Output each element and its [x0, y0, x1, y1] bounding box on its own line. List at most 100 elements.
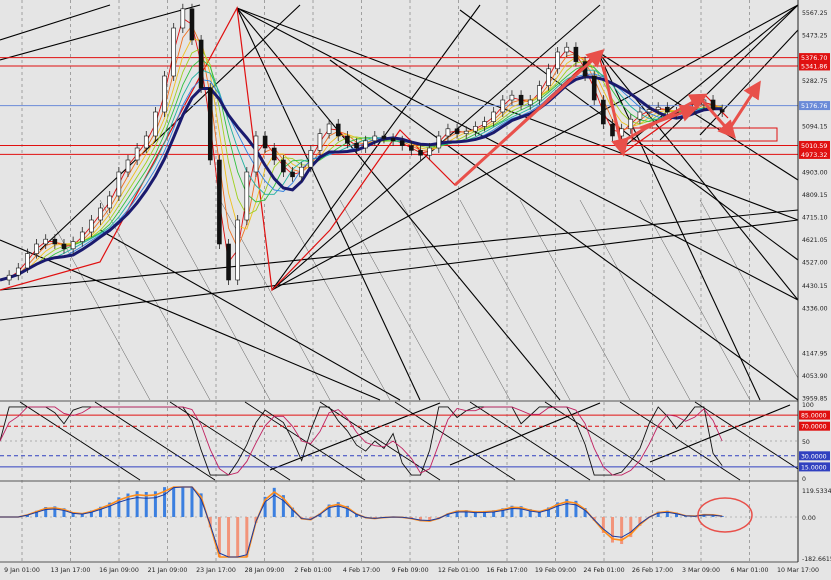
candle-body — [428, 148, 432, 155]
candle-body — [510, 95, 514, 100]
candle-body — [501, 100, 505, 112]
candle-body — [711, 100, 715, 110]
stoch-tick-label: 0 — [802, 476, 806, 483]
candle-body — [172, 28, 176, 76]
candle-body — [327, 124, 331, 134]
candle-body — [117, 172, 121, 196]
candle-body — [483, 122, 487, 127]
candle-body — [519, 95, 523, 105]
candle-body — [610, 124, 614, 136]
candle-body — [190, 9, 194, 40]
candle-body — [144, 136, 148, 148]
price-label: 5010.59 — [801, 142, 827, 150]
candle-body — [53, 239, 57, 244]
candle-body — [99, 208, 103, 220]
candle-body — [528, 100, 532, 105]
price-label: 5341.86 — [801, 62, 827, 70]
candle-body — [409, 146, 413, 151]
candle-body — [638, 112, 642, 119]
candle-body — [80, 232, 84, 242]
candle-body — [163, 76, 167, 112]
x-tick-label: 12 Feb 01:00 — [438, 567, 479, 574]
candle-body — [336, 124, 340, 136]
candle-body — [44, 239, 48, 244]
candle-body — [364, 141, 368, 148]
candle-body — [537, 86, 541, 100]
price-axis: 5567.255473.255282.755094.154903.004809.… — [798, 0, 831, 576]
x-tick-label: 6 Mar 01:00 — [730, 567, 768, 574]
candle-body — [126, 160, 130, 172]
x-tick-label: 16 Jan 09:00 — [99, 567, 139, 574]
price-label: 4973.32 — [801, 151, 827, 159]
candle-body — [382, 136, 386, 138]
macd-bar — [236, 517, 239, 557]
macd-bar — [181, 487, 184, 517]
x-tick-label: 21 Jan 09:00 — [148, 567, 188, 574]
macd-bar — [172, 487, 175, 517]
macd-bar — [190, 487, 193, 517]
stoch-level-label: 70.0000 — [801, 424, 827, 431]
y-tick-label: 5094.15 — [802, 123, 828, 130]
candle-body — [181, 9, 185, 28]
y-tick-label: 4430.15 — [802, 283, 828, 290]
y-tick-label: 5473.25 — [802, 32, 828, 39]
macd-tick-label: -182.6615 — [802, 556, 831, 563]
candle-body — [345, 136, 349, 143]
candle-body — [281, 160, 285, 172]
candle-body — [437, 136, 441, 148]
candle-body — [556, 52, 560, 69]
candle-body — [25, 254, 29, 268]
candle-body — [656, 107, 660, 109]
stoch-level-label: 15.0000 — [801, 464, 827, 471]
y-tick-label: 5567.25 — [802, 10, 828, 17]
x-tick-label: 28 Jan 09:00 — [245, 567, 285, 574]
candle-body — [89, 220, 93, 232]
candle-body — [373, 136, 377, 141]
candle-body — [391, 138, 395, 140]
price-label: 5176.76 — [801, 102, 827, 110]
candle-body — [217, 160, 221, 244]
candle-body — [254, 136, 258, 172]
y-tick-label: 4527.00 — [802, 260, 828, 267]
candle-body — [546, 69, 550, 86]
candle-body — [565, 47, 569, 52]
candle-body — [135, 148, 139, 160]
candle-body — [455, 129, 459, 134]
candle-body — [7, 275, 11, 280]
candle-body — [355, 143, 359, 148]
stoch-level-label: 85.0000 — [801, 413, 827, 420]
candle-body — [272, 148, 276, 160]
x-tick-label: 24 Feb 01:00 — [583, 567, 624, 574]
candle-body — [693, 105, 697, 110]
candle-body — [62, 244, 66, 249]
candle-body — [108, 196, 112, 208]
candle-body — [199, 40, 203, 88]
candle-body — [629, 119, 633, 129]
macd-tick-label: 119.5334 — [802, 488, 831, 495]
y-tick-label: 4336.00 — [802, 305, 828, 312]
candle-body — [300, 167, 304, 177]
macd-tick-label: 0.00 — [802, 515, 816, 522]
candle-body — [227, 244, 231, 280]
x-tick-label: 4 Feb 17:00 — [343, 567, 380, 574]
x-tick-label: 9 Jan 01:00 — [4, 567, 40, 574]
y-tick-label: 4621.05 — [802, 237, 828, 244]
candle-body — [208, 88, 212, 160]
candle-body — [574, 47, 578, 61]
candle-body — [665, 107, 669, 112]
y-tick-label: 4809.15 — [802, 192, 828, 199]
candle-body — [291, 172, 295, 177]
y-tick-label: 5282.75 — [802, 78, 828, 85]
candle-body — [236, 220, 240, 280]
candle-body — [647, 110, 651, 112]
stoch-tick-label: 100 — [802, 402, 814, 409]
x-tick-label: 23 Jan 17:00 — [196, 567, 236, 574]
stoch-tick-label: 50 — [802, 439, 810, 446]
x-tick-label: 10 Mar 17:00 — [777, 567, 819, 574]
x-tick-label: 13 Jan 17:00 — [51, 567, 91, 574]
macd-bar — [227, 517, 230, 557]
x-tick-label: 9 Feb 09:00 — [391, 567, 428, 574]
candle-body — [446, 129, 450, 136]
